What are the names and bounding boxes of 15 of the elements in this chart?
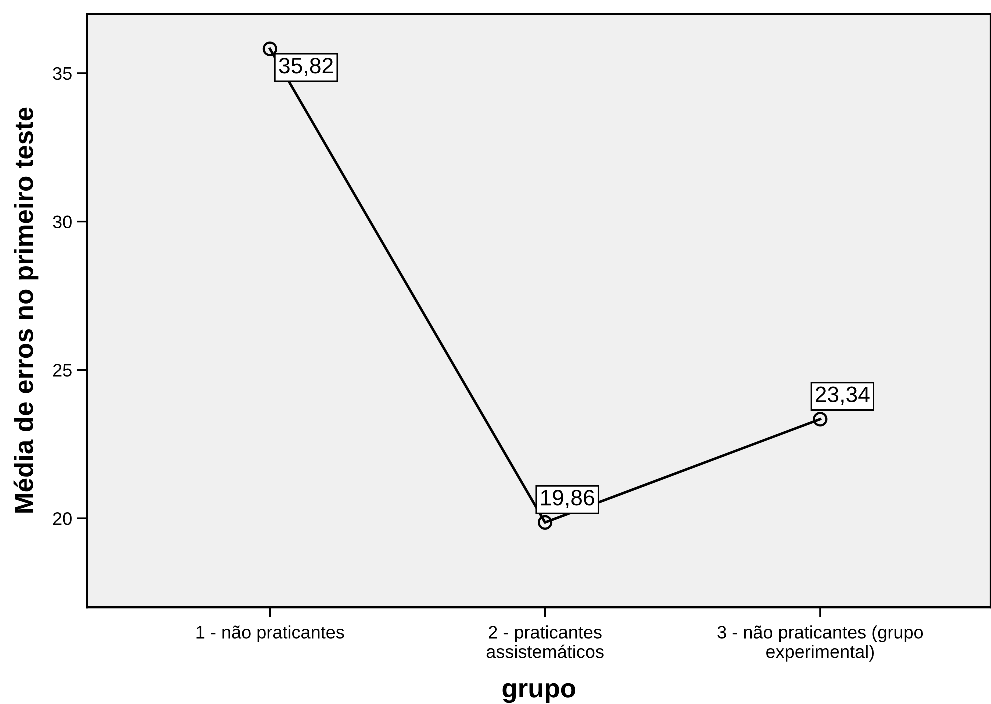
data-label: 23,34 [816, 386, 870, 406]
y-tick-label: 35 [53, 67, 72, 80]
y-tick-label: 25 [53, 364, 72, 377]
y-axis-title: Média de erros no primeiro teste [14, 108, 39, 513]
x-tick-label: 3 - não praticantes (grupo experimental) [718, 626, 924, 662]
y-tick-label: 20 [53, 512, 72, 526]
x-axis-title: grupo [502, 683, 576, 704]
point [538, 515, 553, 530]
x-tick-label: 1 - não praticantes [196, 626, 344, 642]
y-tick-label: 30 [53, 216, 72, 229]
point [262, 42, 278, 56]
point [813, 412, 828, 427]
x-tick-label: 2 - praticantes assistemáticos [486, 626, 604, 658]
data-label: 35,82 [279, 58, 333, 76]
data-label: 19,86 [541, 490, 594, 508]
